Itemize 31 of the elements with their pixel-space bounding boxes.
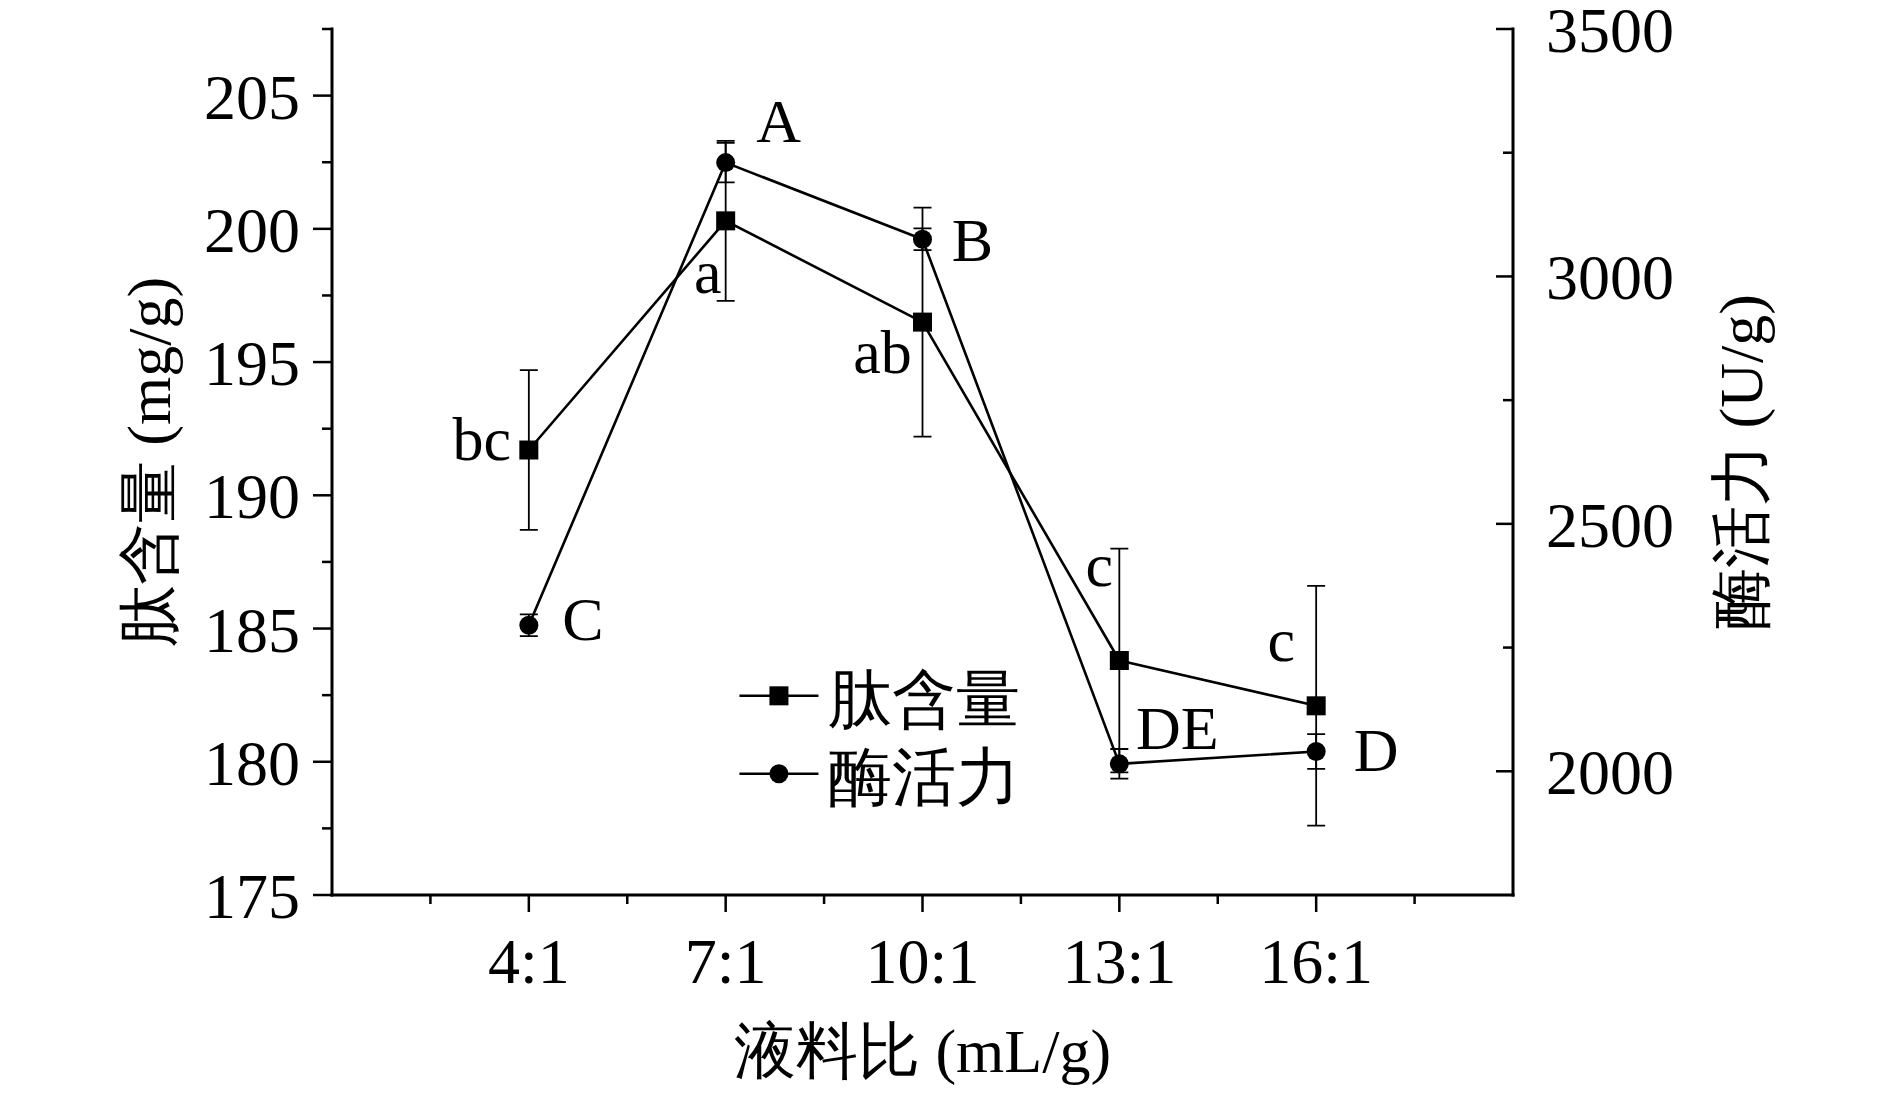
y-tick-label: 195: [204, 328, 300, 400]
annotation: c: [1267, 605, 1295, 674]
y-title: 肽含量 (mg/g): [115, 276, 183, 648]
legend-label: 肽含量: [828, 663, 1021, 735]
x-title: 液料比 (mL/g): [733, 1017, 1112, 1085]
annotation: ab: [853, 318, 912, 387]
y-tick-label: 185: [204, 594, 300, 666]
x-tick-label: 13:1: [1062, 926, 1177, 997]
annotation: DE: [1136, 693, 1219, 762]
annotation: bc: [452, 405, 512, 473]
y2-tick-label: 2000: [1546, 737, 1674, 809]
y2-tick-label: 2500: [1546, 489, 1674, 561]
legend-label: 酶活力: [828, 741, 1021, 813]
y-tick-label: 175: [204, 861, 300, 932]
x-tick-label: 4:1: [487, 926, 570, 997]
y2-title: 酶活力 (U/g): [1707, 294, 1775, 630]
x-tick-label: 7:1: [684, 926, 767, 997]
annotation: B: [951, 206, 994, 275]
annotation: a: [693, 237, 722, 306]
y2-tick-label: 3500: [1546, 0, 1674, 66]
annotation: C: [562, 585, 604, 654]
x-tick-label: 10:1: [865, 926, 980, 997]
annotation: A: [756, 86, 802, 155]
y2-tick-label: 3000: [1546, 242, 1674, 314]
y-tick-label: 180: [204, 727, 300, 799]
annotation: c: [1085, 530, 1114, 599]
y-tick-label: 205: [204, 61, 300, 133]
y-tick-label: 190: [204, 461, 300, 533]
annotation: D: [1353, 716, 1399, 785]
y-tick-label: 200: [204, 194, 300, 266]
x-tick-label: 16:1: [1259, 926, 1374, 997]
